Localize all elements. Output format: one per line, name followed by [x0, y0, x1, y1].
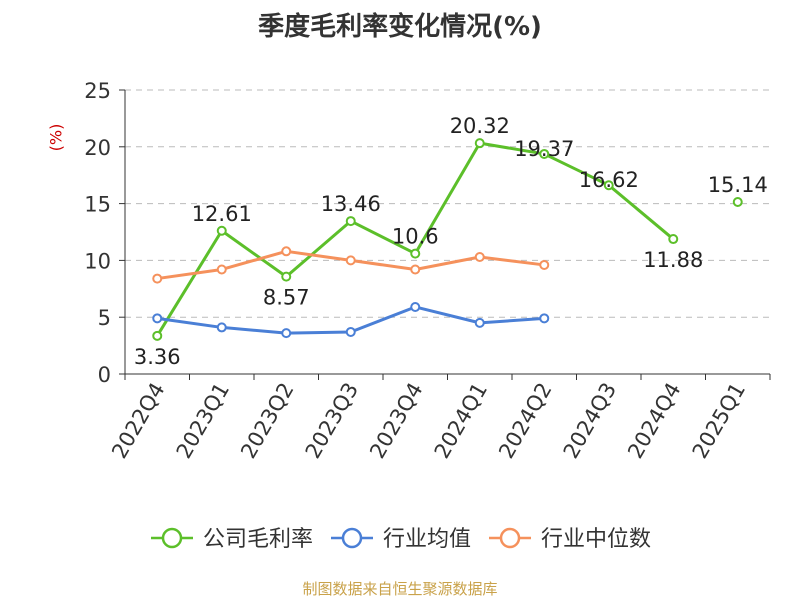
legend-label: 行业中位数 [541, 527, 651, 552]
data-label: 15.14 [708, 173, 768, 197]
data-label: 3.36 [134, 345, 181, 369]
legend-swatch-marker [499, 527, 521, 549]
x-tick-label: 2023Q4 [365, 379, 427, 463]
data-point [539, 148, 550, 159]
data-label: 16.62 [579, 168, 639, 192]
data-point [474, 317, 485, 328]
data-point [152, 313, 163, 324]
x-tick-label: 2023Q1 [172, 379, 234, 463]
data-point [216, 225, 227, 236]
data-point [539, 313, 550, 324]
legend-item[interactable]: 公司毛利率 [151, 527, 313, 552]
data-point [345, 255, 356, 266]
data-point [216, 322, 227, 333]
data-point [152, 330, 163, 341]
data-point [603, 180, 614, 191]
x-tick-label: 2023Q3 [301, 379, 363, 463]
data-label: 19.37 [514, 137, 574, 161]
data-point [345, 216, 356, 227]
y-tick-label: 0 [98, 363, 111, 387]
x-tick-label: 2023Q2 [236, 379, 298, 463]
data-label: 20.32 [450, 114, 510, 138]
data-label: 12.61 [192, 202, 252, 226]
data-point [668, 234, 679, 245]
x-tick-label: 2024Q4 [623, 379, 685, 463]
legend-swatch-marker [161, 527, 183, 549]
series-lines [152, 138, 743, 341]
y-tick-label: 25 [84, 79, 111, 103]
data-point [281, 271, 292, 282]
x-tick-label: 2022Q4 [107, 379, 169, 463]
x-tick-label: 2024Q1 [430, 379, 492, 463]
legend-item[interactable]: 行业均值 [331, 527, 471, 552]
data-label: 11.88 [643, 248, 703, 272]
legend-label: 行业均值 [383, 527, 471, 552]
data-point [474, 251, 485, 262]
data-point [410, 248, 421, 259]
legend-item[interactable]: 行业中位数 [489, 527, 651, 552]
data-point [152, 273, 163, 284]
y-tick-label: 20 [84, 136, 111, 160]
x-tick-label: 2025Q1 [688, 379, 750, 463]
legend-swatch-marker [341, 527, 363, 549]
data-point [281, 328, 292, 339]
data-point [732, 197, 743, 208]
y-tick-label: 10 [84, 249, 111, 273]
chart-title: 季度毛利率变化情况(%) [258, 12, 542, 42]
data-point [216, 264, 227, 275]
data-point [410, 264, 421, 275]
source-footnote: 制图数据来自恒生聚源数据库 [302, 580, 498, 598]
y-tick-label: 15 [84, 193, 111, 217]
y-tick-label: 5 [98, 306, 111, 330]
data-label: 13.46 [321, 192, 381, 216]
x-tick-label: 2024Q2 [494, 379, 556, 463]
data-point [410, 301, 421, 312]
data-point [281, 246, 292, 257]
data-label: 8.57 [263, 286, 310, 310]
grid-lines [125, 89, 770, 318]
legend-label: 公司毛利率 [203, 527, 313, 552]
data-point [345, 326, 356, 337]
data-point [474, 138, 485, 149]
x-tick-label: 2024Q3 [559, 379, 621, 463]
data-label: 10.6 [392, 225, 439, 249]
data-point [539, 259, 550, 270]
legend[interactable]: 公司毛利率 行业均值 行业中位数 [151, 527, 651, 552]
